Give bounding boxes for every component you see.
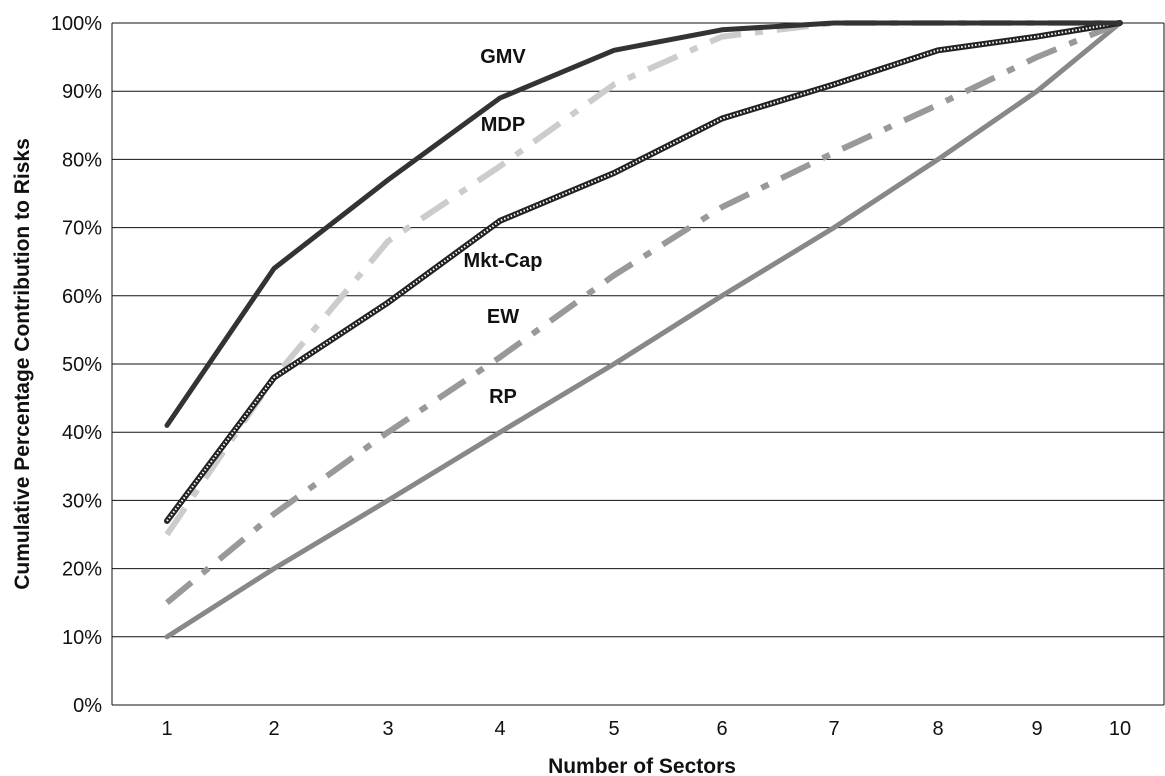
series-line-mkt-cap xyxy=(164,20,1123,524)
grid-lines xyxy=(111,22,1165,706)
y-tick-label: 40% xyxy=(62,422,102,444)
y-tick-label: 50% xyxy=(62,354,102,376)
y-tick-label: 80% xyxy=(62,149,102,171)
y-tick-label: 10% xyxy=(62,627,102,649)
x-axis-ticks: 1 2 3 4 5 6 7 8 9 10 xyxy=(161,718,1131,740)
x-tick-label: 3 xyxy=(382,718,393,740)
x-axis-title: Number of Sectors xyxy=(548,755,736,776)
series-label-ew: EW xyxy=(487,306,519,328)
y-axis-title: Cumulative Percentage Contribution to Ri… xyxy=(11,138,34,590)
series-label-gmv: GMV xyxy=(480,46,526,68)
x-tick-label: 5 xyxy=(608,718,619,740)
x-tick-label: 1 xyxy=(161,718,172,740)
series-line-gmv xyxy=(164,20,1123,428)
y-tick-label: 30% xyxy=(62,490,102,512)
x-tick-label: 6 xyxy=(716,718,727,740)
series-label-mkt-cap: Mkt-Cap xyxy=(464,250,543,272)
x-tick-label: 7 xyxy=(828,718,839,740)
series-labels: GMV MDP Mkt-Cap EW RP xyxy=(464,46,543,408)
y-tick-label: 90% xyxy=(62,81,102,103)
y-axis-ticks: 0% 10% 20% 30% 40% 50% 60% 70% 80% 90% 100% xyxy=(51,13,102,717)
series-line-mdp xyxy=(164,20,1120,537)
y-tick-label: 20% xyxy=(62,559,102,581)
x-tick-label: 2 xyxy=(268,718,279,740)
y-tick-label: 60% xyxy=(62,286,102,308)
x-tick-label: 8 xyxy=(932,718,943,740)
series-line-mkt-cap-texture xyxy=(166,22,1121,522)
series-lines xyxy=(164,20,1123,640)
series-label-mdp: MDP xyxy=(481,114,525,136)
series-line-ew xyxy=(165,20,1122,606)
x-tick-label: 10 xyxy=(1109,718,1131,740)
series-line-rp xyxy=(164,20,1123,640)
x-tick-label: 4 xyxy=(494,718,505,740)
series-label-rp: RP xyxy=(489,386,517,408)
y-tick-label: 100% xyxy=(51,13,102,35)
y-tick-label: 70% xyxy=(62,218,102,240)
y-tick-label: 0% xyxy=(73,695,102,717)
x-tick-label: 9 xyxy=(1031,718,1042,740)
